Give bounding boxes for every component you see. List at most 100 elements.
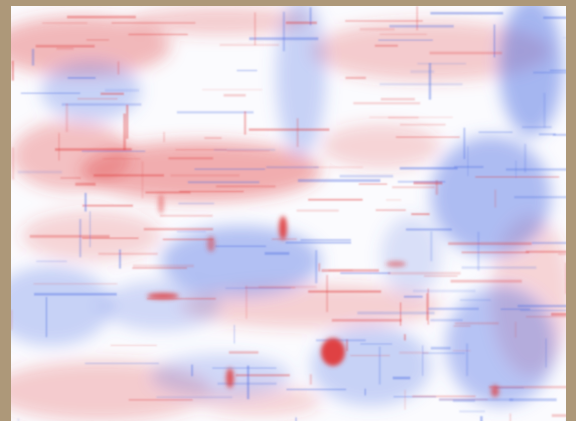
heatmap-streak: [117, 61, 120, 75]
heatmap-streak: [514, 196, 566, 199]
heatmap-streak: [475, 176, 560, 178]
heatmap-streak: [551, 414, 566, 418]
heatmap-streak: [386, 199, 402, 201]
heatmap-streak: [11, 147, 15, 180]
heatmap-streak: [118, 249, 122, 269]
heatmap-streak: [45, 296, 48, 338]
heatmap-streak: [509, 413, 512, 421]
heatmap-streak: [545, 338, 547, 368]
heatmap-streak: [17, 170, 63, 174]
heatmap-streak: [477, 231, 480, 271]
heatmap-streak: [17, 418, 20, 421]
heatmap-streak: [20, 92, 81, 94]
heatmap-streak: [228, 351, 259, 354]
heatmap-region: [131, 7, 311, 35]
heatmap-streak: [29, 234, 110, 238]
heatmap-streak: [340, 272, 391, 275]
heatmap-streak: [369, 116, 453, 118]
heatmap-streak: [286, 388, 347, 391]
heatmap-hotspot: [147, 293, 179, 299]
heatmap-streak: [11, 60, 14, 81]
heatmap-streak: [379, 33, 427, 35]
heatmap-hotspot: [321, 338, 345, 366]
heatmap-streak: [84, 362, 159, 365]
heatmap-streak: [426, 293, 428, 321]
heatmap-streak: [313, 166, 363, 168]
heatmap-streak: [34, 292, 117, 296]
heatmap-streak: [132, 267, 187, 269]
heatmap-streak: [422, 352, 465, 355]
heatmap-streak: [500, 308, 531, 310]
heatmap-streak: [100, 92, 124, 95]
heatmap-region: [151, 354, 291, 398]
heatmap-streak: [564, 262, 566, 294]
heatmap-streak: [399, 351, 429, 354]
heatmap-streak: [413, 181, 443, 185]
heatmap-streak: [478, 131, 513, 134]
heatmap-streak: [102, 158, 141, 160]
heatmap-streak: [429, 51, 503, 55]
heatmap-hotspot: [491, 385, 499, 397]
heatmap-region: [499, 6, 563, 136]
heatmap-streak: [430, 346, 451, 350]
heatmap-streak: [295, 417, 297, 421]
heatmap-streak: [461, 266, 537, 269]
heatmap-streak: [378, 39, 433, 41]
heatmap-streak: [81, 150, 146, 152]
heatmap-streak: [133, 264, 194, 268]
heatmap-streak: [395, 136, 460, 138]
heatmap-streak: [296, 118, 299, 147]
heatmap-streak: [308, 198, 363, 201]
heatmap-streak: [405, 228, 452, 231]
heatmap-streak: [379, 83, 463, 86]
heatmap-streak: [254, 12, 257, 46]
heatmap-streak: [430, 231, 433, 262]
heatmap-streak: [82, 204, 133, 207]
heatmap-streak: [387, 271, 461, 275]
heatmap-streak: [399, 167, 458, 170]
heatmap-streak: [350, 354, 390, 357]
heatmap-streak: [345, 20, 423, 22]
heatmap-region: [311, 326, 431, 406]
heatmap-region: [11, 121, 131, 191]
heatmap-streak: [179, 190, 244, 193]
heatmap-streak: [428, 63, 432, 100]
heatmap-streak: [450, 279, 522, 283]
heatmap-streak: [410, 70, 435, 74]
heatmap-streak: [403, 295, 423, 298]
heatmap-streak: [364, 388, 366, 396]
heatmap-streak: [266, 166, 319, 169]
heatmap-streak: [128, 399, 193, 401]
heatmap-blob-layer: [11, 6, 566, 421]
heatmap-streak: [170, 174, 240, 177]
heatmap-streak: [217, 382, 277, 385]
heatmap-streak: [60, 176, 81, 179]
heatmap-streak: [417, 62, 467, 65]
heatmap-streak: [145, 191, 191, 194]
heatmap-streak: [215, 245, 267, 248]
heatmap-streak: [454, 165, 484, 169]
heatmap-streak: [345, 76, 366, 80]
heatmap-streak: [89, 211, 91, 248]
heatmap-streak: [35, 44, 95, 48]
heatmap-streak: [357, 311, 435, 315]
heatmap-hotspot: [386, 261, 406, 267]
heatmap-streak: [380, 97, 415, 101]
heatmap-streak: [285, 241, 352, 244]
heatmap-hotspot: [207, 236, 215, 252]
heatmap-streak: [557, 253, 566, 256]
heatmap-streak: [448, 242, 532, 245]
heatmap-streak: [315, 250, 318, 284]
heatmap-streak: [533, 71, 566, 74]
heatmap-streak: [54, 148, 132, 151]
heatmap-streak: [378, 346, 381, 385]
heatmap-streak: [523, 143, 527, 173]
heatmap-streak: [543, 92, 546, 128]
heatmap-streak: [143, 227, 214, 231]
heatmap-streak: [236, 69, 258, 72]
heatmap-region: [11, 266, 111, 346]
heatmap-streak: [175, 149, 227, 151]
heatmap-streak: [326, 274, 329, 313]
heatmap-streak: [389, 24, 454, 28]
